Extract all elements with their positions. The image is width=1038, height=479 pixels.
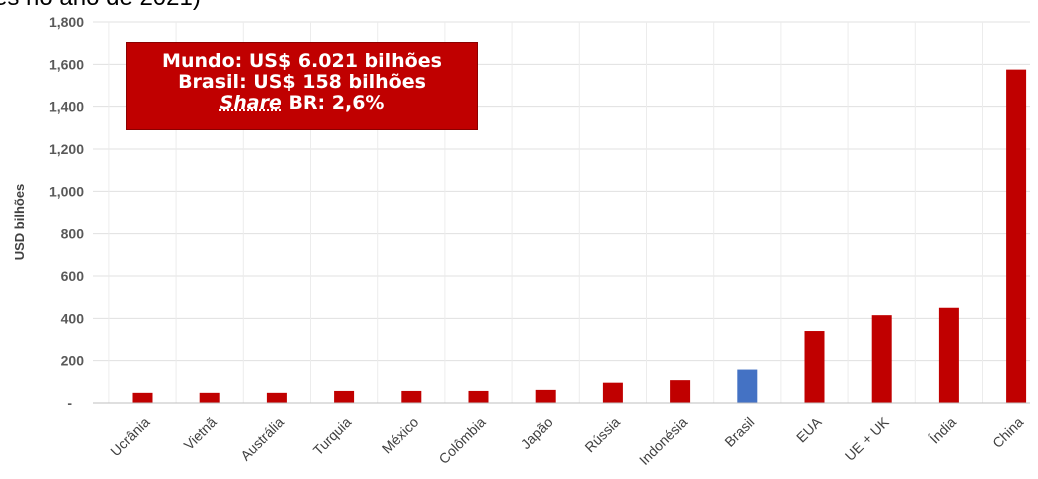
y-tick-label: 800 — [61, 226, 85, 242]
x-tick-label: Japão — [518, 414, 556, 452]
y-tick-label: 600 — [61, 268, 85, 284]
y-tick-label: - — [67, 395, 72, 411]
y-tick-label: 1,200 — [49, 141, 84, 157]
annotation-line-world: Mundo: US$ 6.021 bilhões — [162, 50, 442, 72]
annotation-line-brazil: Brasil: US$ 158 bilhões — [178, 71, 426, 93]
bar-m-xico — [401, 390, 422, 403]
annotation-share-word: Share — [219, 92, 282, 114]
x-tick-label: Rússia — [581, 414, 623, 456]
bar-brasil — [737, 369, 758, 403]
bars — [132, 69, 1027, 403]
bar-ucr-nia — [132, 392, 153, 403]
chart-caption: es no ano de 2021) — [0, 0, 201, 12]
y-tick-label: 1,000 — [49, 183, 84, 199]
y-tick-label: 200 — [61, 353, 85, 369]
bar-china — [1006, 69, 1027, 403]
bar-turquia — [334, 390, 355, 403]
annotation-share-value: BR: 2,6% — [281, 92, 385, 114]
x-axis-ticks: Ucrânia Vietnã Austrália Turquia México Colôm… — [107, 413, 1026, 468]
bar-ue-uk — [871, 315, 892, 403]
bar-eua — [804, 331, 825, 403]
bar-indon-sia — [670, 380, 691, 403]
bar--ndia — [938, 307, 959, 403]
bar-vietn- — [199, 392, 220, 403]
x-tick-label: Indonésia — [636, 414, 690, 468]
y-tick-label: 1,400 — [49, 99, 84, 115]
bar-jap-o — [535, 389, 556, 403]
y-tick-label: 1,600 — [49, 56, 84, 72]
x-tick-label: Turquia — [310, 414, 355, 459]
bar-r-ssia — [602, 382, 623, 403]
summary-annotation-box: Mundo: US$ 6.021 bilhões Brasil: US$ 158… — [126, 42, 478, 130]
x-tick-label: México — [379, 414, 422, 457]
x-tick-label: Índia — [926, 414, 959, 447]
annotation-line-share: Share BR: 2,6% — [127, 93, 477, 114]
x-tick-label: UE + UK — [842, 413, 893, 464]
x-tick-label: Brasil — [721, 414, 757, 450]
x-tick-label: Ucrânia — [107, 414, 153, 460]
x-tick-label: EUA — [793, 413, 825, 445]
x-tick-label: Colômbia — [435, 414, 488, 467]
x-tick-label: China — [989, 414, 1026, 451]
y-tick-label: 400 — [61, 310, 85, 326]
x-tick-label: Vietnã — [181, 414, 220, 453]
y-axis-label: USD bilhões — [12, 184, 27, 261]
x-tick-label: Austrália — [237, 414, 287, 464]
bar-col-mbia — [468, 390, 489, 403]
y-tick-label: 1,800 — [49, 14, 84, 30]
y-axis-ticks: - 200 400 600 800 1,000 1,200 1,400 1,600 1,800 — [49, 14, 84, 411]
bar-austr-lia — [266, 392, 287, 403]
